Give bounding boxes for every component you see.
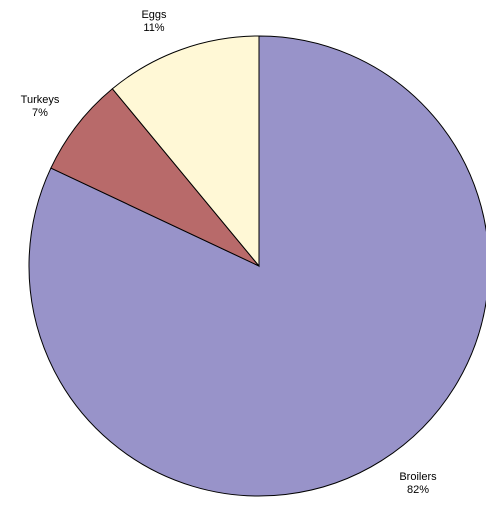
slice-label-broilers: Broilers (399, 471, 437, 483)
pie-slice-broilers (28, 35, 486, 497)
slice-label-turkeys: Turkeys (21, 94, 60, 106)
slices-layer (28, 35, 486, 497)
slice-value-turkeys: 7% (32, 107, 48, 119)
pie-slice-turkeys (50, 88, 260, 267)
slice-label-eggs: Eggs (141, 9, 167, 21)
slice-value-eggs: 11% (143, 22, 164, 34)
pie-slice-eggs (111, 35, 260, 268)
slice-value-broilers: 82% (407, 484, 429, 496)
